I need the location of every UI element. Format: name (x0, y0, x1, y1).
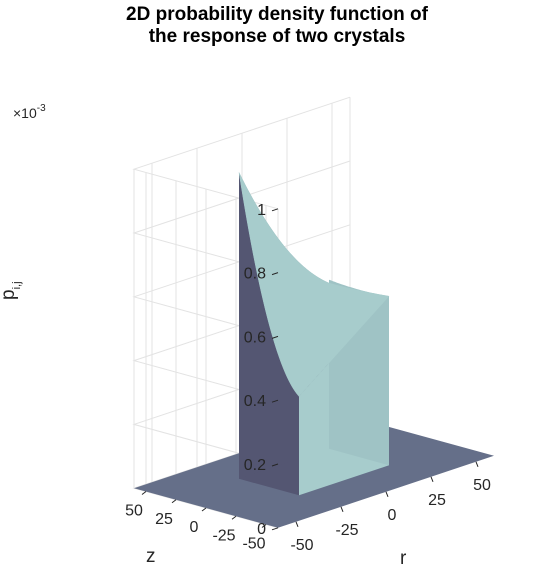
z-tick-label: 0.8 (244, 266, 266, 283)
z-tick (271, 463, 279, 467)
y-tick (261, 524, 267, 528)
x-tick-label: 25 (428, 492, 446, 509)
surface (134, 172, 494, 528)
x-tick-label: -50 (290, 537, 313, 554)
z-tick (271, 335, 279, 339)
z-tick (271, 527, 279, 531)
y-tick-label: 0 (190, 519, 199, 536)
z-tick (271, 272, 279, 276)
x-tick-label: 0 (388, 507, 397, 524)
z-tick-label: 0.4 (244, 393, 266, 410)
z-tick (271, 399, 279, 403)
x-tick-label: -25 (335, 522, 358, 539)
top-face (238, 172, 390, 397)
z-tick (271, 208, 279, 212)
z-tick-label: 1 (257, 202, 266, 219)
y-tick (231, 515, 237, 520)
x-tick (385, 491, 389, 497)
x-tick (430, 476, 434, 482)
y-tick-label: 25 (155, 511, 173, 528)
x-tick (475, 461, 479, 467)
x-tick-label: 50 (473, 477, 491, 494)
z-exponent: ×10-3 (13, 103, 46, 121)
y-tick-label: -25 (212, 527, 235, 544)
y-tick (171, 499, 177, 504)
x-tick (340, 506, 344, 512)
x-axis-label: r (400, 548, 407, 568)
chart-title-line-2: the response of two crystals (148, 26, 406, 47)
axis-ticks: 0 0.2 0.4 0.6 0.8 1 -50 -25 0 25 50 -50 -25 0 25 50 (125, 202, 491, 554)
z-tick-label: 0.2 (244, 457, 266, 474)
y-tick (141, 491, 147, 495)
y-tick (201, 507, 207, 512)
y-tick-label: -50 (242, 536, 265, 553)
x-tick (295, 521, 299, 527)
z-tick-label: 0 (257, 521, 266, 538)
z-tick-label: 0.6 (244, 329, 266, 346)
y-axis-label: z (146, 546, 156, 567)
z-axis-label: pi,j (0, 281, 23, 300)
chart-title-line-1: 2D probability density function of (126, 4, 428, 25)
y-tick-label: 50 (125, 503, 143, 520)
